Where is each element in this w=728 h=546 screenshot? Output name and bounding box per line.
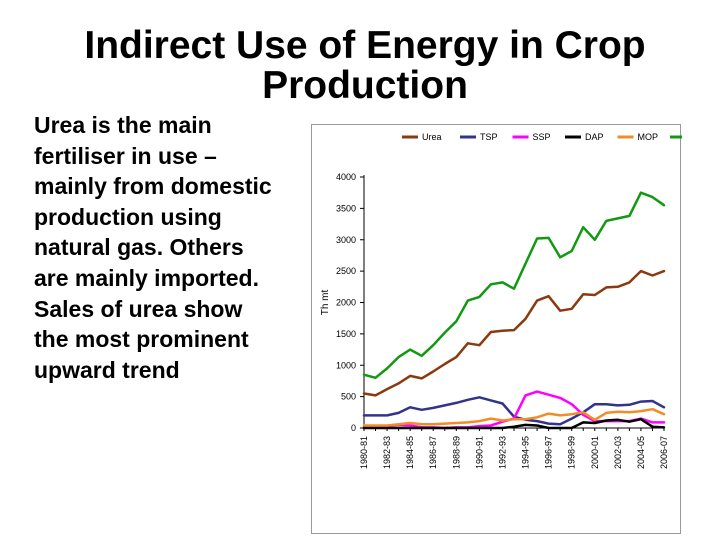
x-tick-label: 1982-83	[382, 436, 392, 469]
x-tick-label: 1986-87	[428, 436, 438, 469]
x-tick-label: 1992-93	[497, 436, 507, 469]
y-tick-label: 1000	[336, 360, 356, 370]
x-tick-label: 1984-85	[405, 436, 415, 469]
x-tick-label: 2000-01	[590, 436, 600, 469]
x-tick-label: 1996-97	[544, 436, 554, 469]
y-tick-label: 4000	[336, 172, 356, 182]
legend-label-tsp: TSP	[480, 132, 498, 142]
y-tick-label: 3000	[336, 235, 356, 245]
x-tick-label: 2004-05	[636, 436, 646, 469]
x-tick-label: 1990-91	[474, 436, 484, 469]
legend-label-mop: MOP	[638, 132, 659, 142]
y-tick-label: 1500	[336, 329, 356, 339]
series-line-urea	[362, 269, 666, 397]
series-line-dap	[362, 417, 666, 430]
y-tick-label: 3500	[336, 203, 356, 213]
slide-title: Indirect Use of Energy in Crop Productio…	[84, 24, 646, 107]
x-tick-label: 1980-81	[359, 436, 369, 469]
y-tick-label: 0	[351, 423, 356, 433]
x-tick-label: 2006-07	[659, 436, 669, 469]
y-tick-label: 500	[341, 392, 356, 402]
y-tick-label: 2000	[336, 298, 356, 308]
y-tick-label: 2500	[336, 266, 356, 276]
legend-label-ssp: SSP	[533, 132, 551, 142]
x-tick-label: 2002-03	[613, 436, 623, 469]
body-text: Urea is the main fertiliser in use – mai…	[34, 112, 272, 383]
series-line-mop	[362, 407, 666, 427]
legend-label-dap: DAP	[585, 132, 604, 142]
x-tick-label: 1988-89	[451, 436, 461, 469]
series-line-total	[362, 191, 666, 380]
line-chart: 0 500 1000 1500 2000 2500 3000 3500 4000 1980-81 1…	[320, 132, 682, 469]
chart-frame: 0 500 1000 1500 2000 2500 3000 3500 4000 1980-81 1…	[311, 124, 682, 534]
legend-label-urea: Urea	[422, 132, 442, 142]
x-tick-label: 1994-95	[521, 436, 531, 469]
y-axis-label: Th mt	[320, 290, 331, 316]
x-tick-label: 1998-99	[567, 436, 577, 469]
